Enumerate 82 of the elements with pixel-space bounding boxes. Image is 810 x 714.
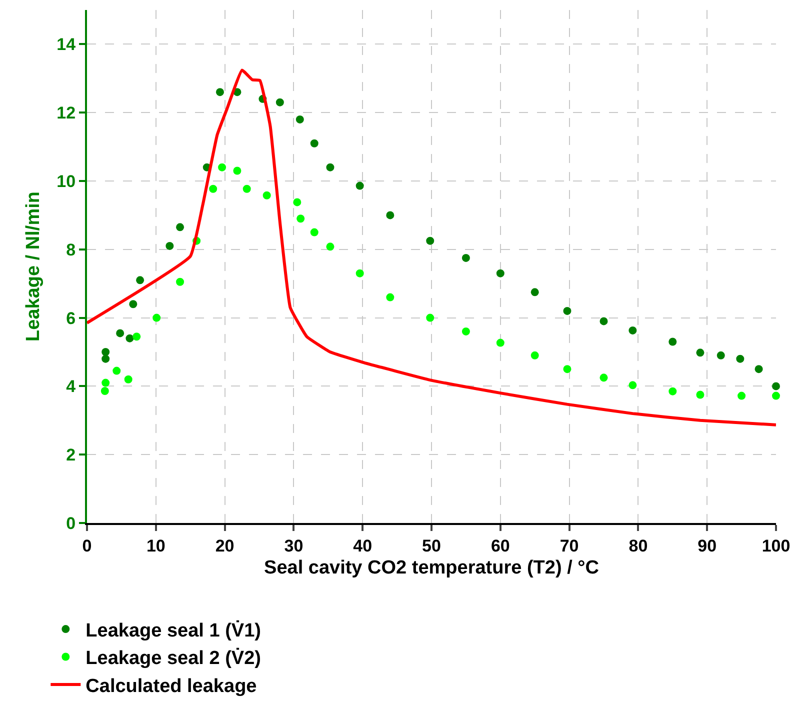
point [600,317,608,326]
point [102,354,110,363]
x-tick-label: 40 [353,536,372,556]
y-tick-label: 12 [56,104,76,123]
y-tick-label: 2 [66,446,76,465]
point [102,378,110,387]
x-tick-label: 30 [284,536,304,556]
point [152,314,161,322]
point [600,374,608,382]
point [100,386,109,395]
point [242,184,251,193]
y-tick-label: 4 [66,377,76,396]
point [176,223,184,232]
point [132,332,141,341]
x-tick-label: 90 [698,536,717,556]
point [296,115,304,124]
point [176,278,184,286]
point [310,228,318,236]
y-axis-title: Leakage / Nl/min [23,192,44,342]
point [772,392,780,400]
point [326,163,334,172]
x-tick-label: 70 [560,536,579,556]
point [116,329,124,338]
legend-label: Calculated leakage [86,676,257,697]
y-tick-label: 14 [56,35,76,54]
point [668,338,677,346]
point [356,269,364,278]
x-tick-label: 20 [215,536,234,556]
point [530,351,539,360]
point [262,191,271,200]
point [218,163,226,172]
point [166,242,174,250]
point [102,348,110,356]
point [426,236,434,245]
point [126,334,134,342]
point [462,254,470,262]
point [310,139,318,148]
point [233,166,242,175]
point [696,348,704,357]
point [386,293,394,302]
point [356,182,364,190]
point [696,390,704,399]
point [668,387,677,396]
point [563,306,572,315]
point [386,211,394,220]
point [124,375,132,384]
point [112,366,121,375]
point [296,214,305,223]
point [496,338,504,347]
point [754,365,763,374]
legend-label: Leakage seal 1 (V̇1) [86,620,261,642]
point [736,354,744,363]
y-tick-label: 0 [66,514,76,533]
x-tick-label: 0 [82,536,92,556]
point [496,269,504,278]
point [738,392,746,400]
x-tick-label: 10 [146,536,166,556]
x-tick-label: 60 [490,536,510,556]
point [628,326,637,334]
point [530,288,539,296]
point [772,382,780,390]
x-tick-label: 80 [628,536,648,556]
legend-label: Leakage seal 2 (V̇2) [86,647,261,670]
point [136,276,144,284]
y-tick-label: 10 [56,172,76,191]
x-tick-label: 50 [422,536,441,556]
point [276,98,284,106]
point [326,242,334,251]
y-tick-label: 8 [66,240,76,260]
point [129,300,138,308]
point [563,365,572,374]
point [293,198,302,206]
point [209,184,218,193]
x-tick-label: 100 [762,536,790,556]
point [462,327,470,336]
line-series [87,68,776,426]
y-tick-label: 6 [66,308,76,328]
point [716,351,725,360]
point [426,314,434,322]
x-axis-title: Seal cavity CO2 temperature (T2) / °C [264,558,600,579]
point [628,381,637,390]
point [216,88,224,96]
